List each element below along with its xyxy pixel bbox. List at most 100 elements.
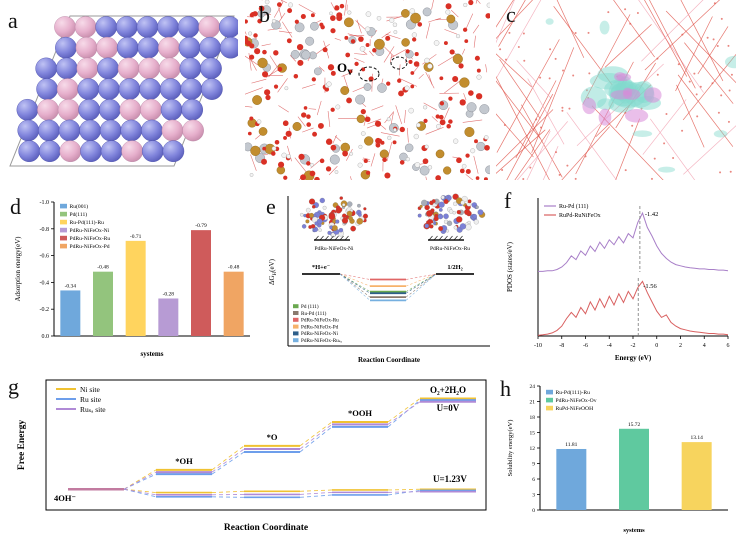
blue-atom: [116, 16, 138, 38]
legend-label: PdRu-NiFeOx-Pd: [70, 244, 110, 250]
legend-swatch: [60, 243, 67, 249]
blue-atom: [78, 99, 100, 121]
initial-state-label: *H+e⁻: [312, 264, 330, 271]
legend-swatch: [293, 338, 299, 343]
x-tick-label: -2: [631, 343, 636, 349]
x-tick-label: -8: [559, 343, 564, 349]
step-label: *O: [267, 432, 278, 442]
bar: [619, 428, 649, 510]
blue-atom: [100, 140, 123, 162]
y-tick-label: 18: [530, 415, 536, 421]
blue-atom: [17, 119, 40, 142]
panel-f: f -10 -8 -6 -4 -2 0 2 4 6 -1.42 -1.56 Ru-Pd (111) Ru…: [498, 186, 736, 370]
legend-label: Ru-Pd(111)-Ru: [70, 219, 105, 226]
y-tick-label: -0.2: [40, 307, 50, 313]
adsorption-energy-bar-chart: 0.0 -0.2 -0.4 -0.6 -0.8 -1.0 -0.34 -0.48 -0.71 -0…: [14, 200, 250, 358]
blue-atom: [95, 16, 117, 38]
blue-atom: [80, 140, 102, 162]
legend-swatch: [293, 331, 299, 336]
blue-atom: [38, 140, 61, 162]
legend-swatch: [60, 227, 67, 233]
crystal-structure-image: [9, 15, 238, 167]
legend-label: PdRu-NiFeOx-Ru: [301, 318, 339, 324]
y-tick-label: 6: [532, 477, 535, 483]
blue-atom: [136, 16, 159, 38]
legend-label: Ni site: [80, 385, 100, 394]
bar-value-label: 15.72: [628, 422, 641, 428]
x-axis-label: Reaction Coordinate: [224, 523, 308, 533]
bar: [93, 271, 113, 336]
y-tick-label: -0.6: [40, 254, 50, 260]
blue-atom: [200, 57, 222, 80]
blue-atom: [179, 57, 202, 80]
x-tick-label: 4: [703, 343, 706, 349]
blue-atom: [97, 57, 119, 80]
pink-atom: [117, 57, 140, 80]
pdos-curve: [537, 280, 729, 336]
panel-e: e PdRu-NiFeOx-Ni PdRu-NiFeOx-Ru *H+e⁻ 1/2H₂…: [262, 186, 494, 370]
blue-atom: [116, 36, 139, 59]
y-axis-label: Solubility energy(eV): [507, 420, 514, 477]
panel-label-e: e: [266, 194, 276, 219]
blue-atom: [157, 16, 179, 38]
x-tick-label: -10: [534, 343, 542, 349]
bar: [158, 298, 179, 336]
bar: [223, 271, 244, 336]
panel-h: h 0 3 6 9 12 15 18 21 24 11.81 15.72 13.14 Ru-Pd(111…: [500, 374, 736, 544]
legend-swatch: [60, 235, 67, 241]
panel-d: d 0.0 -0.2 -0.4 -0.6 -0.8 -1.0 -0.34 -0.48 -0.71…: [8, 186, 258, 370]
pink-atom: [37, 99, 59, 121]
potential-label: U=1.23V: [433, 474, 467, 484]
legend-swatch: [546, 389, 553, 395]
panel-b: b OV: [245, 0, 490, 180]
x-axis-label: Reaction Coordinate: [358, 356, 420, 364]
legend-swatch: [546, 397, 553, 403]
blue-atom: [35, 57, 58, 80]
pink-atom: [76, 57, 99, 80]
oxygen-vacancy-marker: [358, 66, 380, 82]
blue-atom: [201, 78, 223, 100]
y-tick-label: 9: [532, 462, 535, 468]
d-band-center-label: -1.42: [645, 211, 659, 218]
pink-atom: [182, 119, 204, 142]
x-tick-label: 6: [727, 343, 730, 349]
step-label: 4OH⁻: [54, 493, 76, 503]
legend-label: RuPd-NiFeOOH: [556, 406, 594, 412]
y-axis-label: Adsorption energy(eV): [14, 236, 22, 302]
blue-atom: [58, 119, 81, 142]
blue-atom: [77, 78, 100, 100]
blue-atom: [141, 119, 163, 142]
blue-atom: [118, 78, 141, 100]
panel-c: c: [496, 0, 736, 180]
blue-atom: [219, 16, 238, 38]
bar-value-label: -0.28: [163, 291, 175, 297]
legend-label: Ru-Pd(111)-Ru: [556, 389, 591, 396]
blue-atom: [36, 78, 58, 100]
y-axis-label: Free Energy: [17, 420, 27, 470]
legend-swatch: [293, 304, 299, 309]
legend-label: Pd (111): [301, 303, 319, 310]
blue-atom: [99, 99, 121, 121]
y-tick-label: 0: [532, 508, 535, 514]
charge-density-isosurface: [597, 98, 615, 110]
final-state-label: 1/2H₂: [447, 264, 462, 271]
legend-swatch: [546, 405, 553, 411]
panel-g: g 4OH⁻ *OH *O *OOH O₂+2H₂O U=0V U=1.23V Ni site…: [8, 374, 494, 544]
panel-label-d: d: [10, 194, 21, 219]
inset-label: PdRu-NiFeOx-Ni: [314, 246, 354, 252]
bar-value-label: -0.48: [97, 265, 109, 271]
blue-atom: [181, 99, 203, 121]
oxygen-vacancy-marker: [390, 56, 408, 70]
pink-atom: [158, 57, 181, 80]
blue-atom: [178, 36, 201, 59]
step-label: *OOH: [348, 408, 372, 418]
pdos-curve: [538, 211, 729, 272]
pink-atom: [56, 78, 79, 100]
x-tick-label: -6: [583, 343, 588, 349]
pink-atom: [198, 16, 220, 38]
bar: [60, 290, 81, 336]
y-tick-label: -0.8: [40, 227, 50, 233]
y-tick-label: 15: [530, 431, 536, 437]
x-tick-label: -4: [607, 343, 612, 349]
y-tick-label: -0.4: [40, 280, 50, 286]
